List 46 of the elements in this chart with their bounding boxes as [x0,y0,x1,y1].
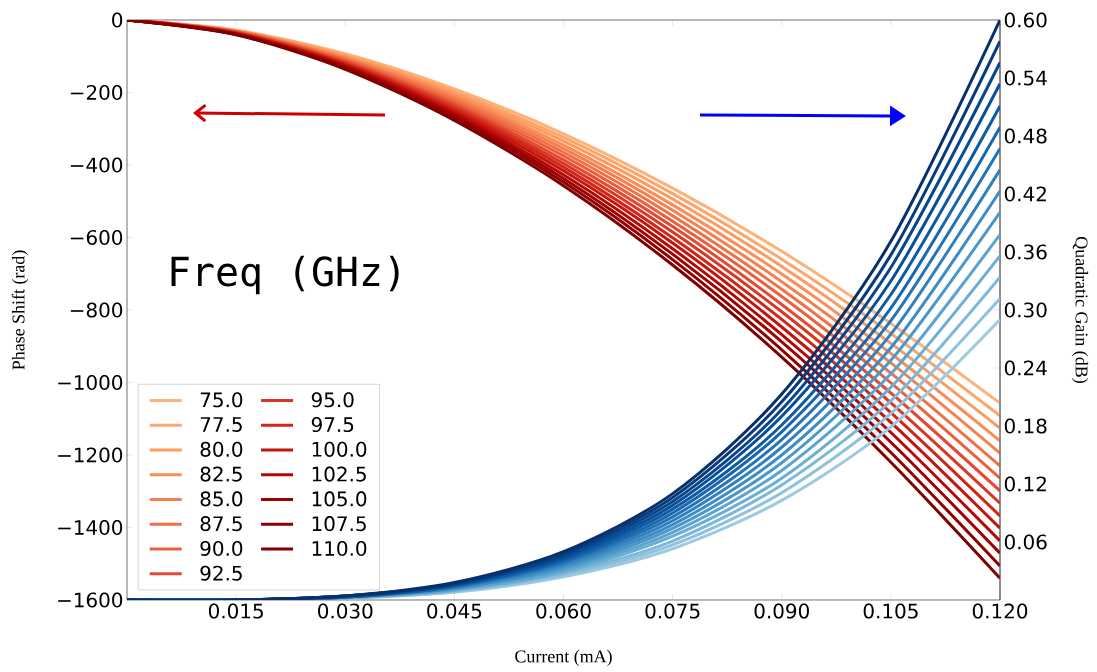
y-tick-label: −1000 [58,374,123,391]
legend-label: 87.5 [200,516,242,532]
y2-tick-label: 0.30 [1004,302,1047,318]
legend-label: 75.0 [200,392,243,408]
y-tick-label: 0 [112,12,123,28]
legend-label: 95.0 [311,392,354,408]
legend-label: 100.0 [312,441,367,457]
y2-tick-label: 0.36 [1004,244,1047,260]
y-tick-label: −200 [70,84,123,101]
y2-tick-label: 0.06 [1004,534,1047,550]
y-tick-label: −800 [70,302,123,318]
y-axis-title: Phase Shift (rad) [11,250,29,370]
x-tick-label: 0.045 [427,603,482,619]
legend-label: 82.5 [200,466,242,482]
y2-tick-label: 0.24 [1004,360,1047,376]
y-tick-label: −1400 [58,519,123,536]
legend-title: Freq (GHz) [171,255,399,295]
y-tick-label: −1200 [58,447,123,463]
y2-tick-label: 0.60 [1004,12,1047,28]
y2-tick-label: 0.18 [1004,418,1047,434]
x-tick-label: 0.120 [972,603,1028,619]
x-tick-label: 0.075 [645,603,700,619]
y-tick-label: −400 [70,157,123,173]
x-tick-label: 0.090 [754,603,809,619]
legend-label: 107.5 [312,516,366,532]
legend-label: 105.0 [312,491,367,507]
y2-tick-label: 0.54 [1004,70,1047,86]
legend-label: 102.5 [312,466,366,482]
y2-tick-label: 0.12 [1004,476,1046,492]
y-tick-label: −600 [70,229,123,246]
x-tick-label: 0.105 [863,603,918,619]
x-tick-label: 0.060 [536,603,591,619]
legend-label: 85.0 [200,491,243,507]
legend-label: 97.5 [311,417,354,433]
legend-label: 110.0 [312,540,367,556]
y2-axis-title: Quadratic Gain (dB) [1071,237,1089,383]
x-axis-title: Current (mA) [515,649,612,667]
legend-label: 77.5 [200,417,242,432]
x-tick-label: 0.015 [208,603,263,619]
legend-label: 92.5 [200,565,242,581]
legend-label: 90.0 [200,540,243,556]
y-tick-label: −1600 [58,592,123,608]
y2-tick-label: 0.42 [1004,186,1046,202]
legend-label: 80.0 [200,441,243,457]
y2-tick-label: 0.48 [1004,128,1047,144]
x-tick-label: 0.030 [318,603,373,619]
